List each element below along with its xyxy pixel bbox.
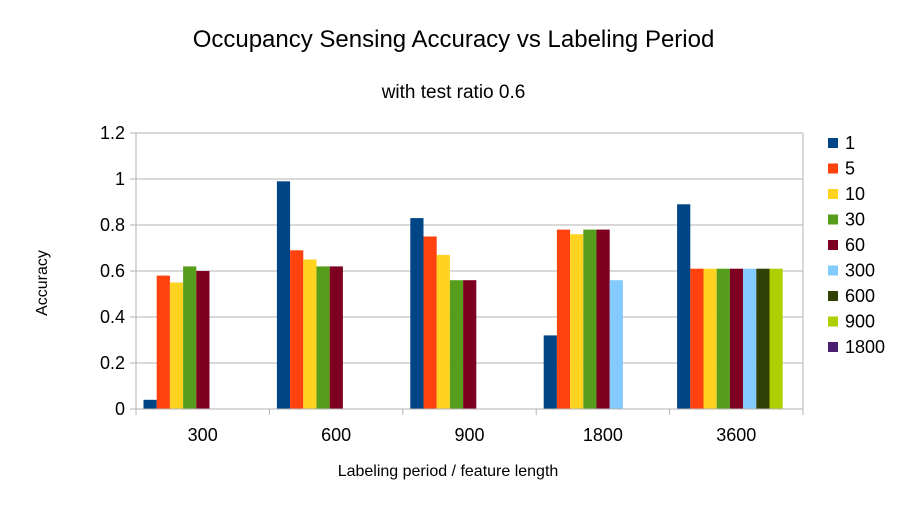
legend-swatch-10 xyxy=(828,189,838,199)
legend-label: 1800 xyxy=(845,337,885,357)
bar-series-60-300 xyxy=(196,271,210,409)
y-tick-label: 0.4 xyxy=(100,307,125,327)
bar-series-10-300 xyxy=(169,282,184,409)
x-tick-label: 1800 xyxy=(583,425,623,445)
bar-series-5-600 xyxy=(290,250,304,409)
x-tick-label: 300 xyxy=(188,425,218,445)
bar-series-60-600 xyxy=(329,266,343,409)
legend-swatch-600 xyxy=(828,291,838,301)
bar-series-60-1800 xyxy=(596,229,610,409)
bar-series-60-3600 xyxy=(729,268,744,409)
y-tick-label: 0.2 xyxy=(100,353,125,373)
axes: 0 0.2 0.4 0.6 0.8 1 1.2 300 600 900 1800 3600 xyxy=(100,123,804,445)
bar-series-10-3600 xyxy=(703,268,717,409)
y-tick-label: 1 xyxy=(115,169,125,189)
legend-swatch-900 xyxy=(828,316,838,327)
bar-series-10-1800 xyxy=(570,234,584,409)
bar-series-30-600 xyxy=(316,266,330,409)
x-tick-label: 600 xyxy=(321,425,351,445)
legend-label: 300 xyxy=(845,261,875,281)
bar-series-300-1800 xyxy=(609,280,623,409)
legend-swatch-1800 xyxy=(828,342,838,352)
bar-series-600-3600 xyxy=(756,268,770,409)
legend-swatch-300 xyxy=(828,265,838,276)
bar-series-5-300 xyxy=(156,275,170,409)
x-tick-label: 900 xyxy=(454,425,484,445)
x-axis-title: Labeling period / feature length xyxy=(338,463,559,480)
bar-series-30-900 xyxy=(449,280,464,409)
y-tick-label: 0.6 xyxy=(100,261,125,281)
legend-swatch-60 xyxy=(828,240,838,250)
bar-series-300-3600 xyxy=(743,268,757,409)
legend-swatch-5 xyxy=(828,163,838,174)
bar-series-900-3600 xyxy=(769,268,783,409)
legend-label: 900 xyxy=(845,312,875,332)
y-axis-title: Accuracy xyxy=(34,250,51,316)
legend-label: 60 xyxy=(845,235,865,255)
bar-series-5-1800 xyxy=(556,229,571,409)
legend-label: 30 xyxy=(845,210,865,230)
legend-label: 1 xyxy=(845,133,855,153)
legend-swatch-1 xyxy=(828,138,838,148)
bar-series-5-900 xyxy=(423,236,437,409)
chart-subtitle: with test ratio 0.6 xyxy=(381,82,526,103)
legend-label: 5 xyxy=(845,159,855,179)
bar-series-10-600 xyxy=(303,259,317,409)
bar-series-1-1800 xyxy=(543,335,557,409)
y-tick-label: 0.8 xyxy=(100,215,125,235)
bar-series-1-900 xyxy=(410,218,424,409)
y-tick-label: 1.2 xyxy=(100,123,125,143)
bar-series-10-900 xyxy=(436,254,450,409)
chart-title: Occupancy Sensing Accuracy vs Labeling P… xyxy=(192,26,715,53)
x-tick-label: 3600 xyxy=(716,425,756,445)
bar-series-60-900 xyxy=(463,280,477,409)
y-tick-label: 0 xyxy=(115,399,125,419)
legend-label: 600 xyxy=(845,286,875,306)
legend-swatch-30 xyxy=(828,214,838,225)
bar-series-30-3600 xyxy=(716,268,730,409)
bar-series-5-3600 xyxy=(690,268,704,409)
bar-series-30-1800 xyxy=(583,229,597,409)
bars xyxy=(143,181,783,409)
bar-series-1-300 xyxy=(143,399,157,409)
bar-series-30-300 xyxy=(183,266,197,409)
bar-series-1-600 xyxy=(276,181,291,409)
legend-label: 10 xyxy=(845,184,865,204)
bar-series-1-3600 xyxy=(677,204,691,409)
legend: 1 5 10 30 60 300 600 900 1800 xyxy=(828,133,885,357)
